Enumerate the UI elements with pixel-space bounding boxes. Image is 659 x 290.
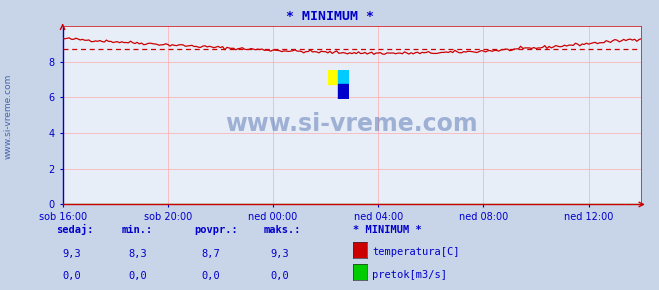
Text: 9,3: 9,3 xyxy=(63,249,81,259)
Text: 8,3: 8,3 xyxy=(129,249,147,259)
Text: * MINIMUM *: * MINIMUM * xyxy=(285,10,374,23)
Text: sedaj:: sedaj: xyxy=(56,224,94,235)
Text: 0,0: 0,0 xyxy=(63,271,81,281)
Text: maks.:: maks.: xyxy=(264,225,301,235)
Text: povpr.:: povpr.: xyxy=(194,225,238,235)
Text: pretok[m3/s]: pretok[m3/s] xyxy=(372,270,447,280)
Text: www.si-vreme.com: www.si-vreme.com xyxy=(3,73,13,159)
Text: 0,0: 0,0 xyxy=(129,271,147,281)
Text: temperatura[C]: temperatura[C] xyxy=(372,247,460,257)
Bar xyxy=(339,70,349,84)
Text: min.:: min.: xyxy=(122,225,153,235)
Text: 8,7: 8,7 xyxy=(201,249,219,259)
Bar xyxy=(328,70,339,84)
Text: 0,0: 0,0 xyxy=(270,271,289,281)
Text: www.si-vreme.com: www.si-vreme.com xyxy=(225,112,478,136)
Text: 0,0: 0,0 xyxy=(201,271,219,281)
Text: 9,3: 9,3 xyxy=(270,249,289,259)
Text: * MINIMUM *: * MINIMUM * xyxy=(353,225,421,235)
Bar xyxy=(339,84,349,99)
